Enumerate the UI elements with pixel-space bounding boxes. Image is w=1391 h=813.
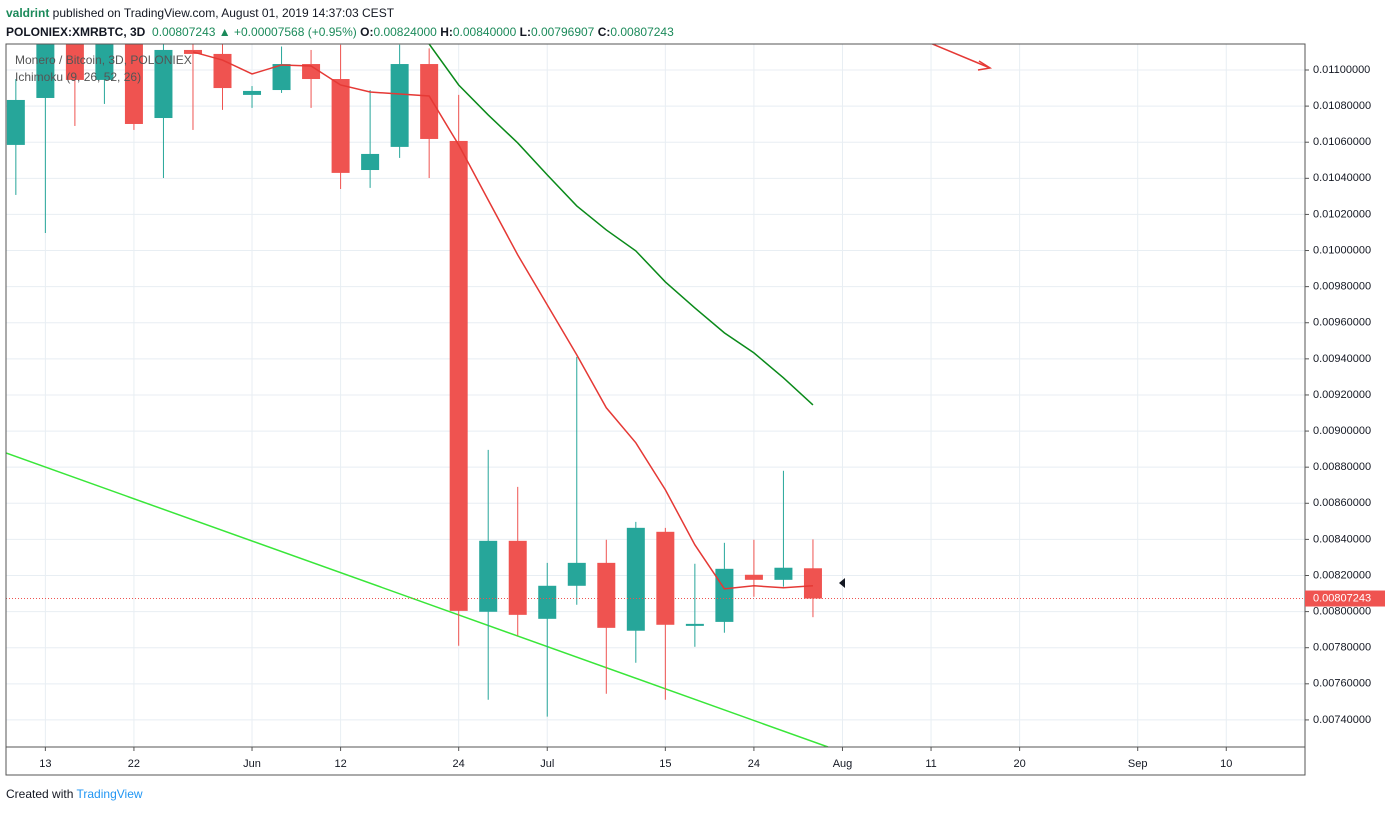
y-tick-label: 0.01040000 [1313,172,1371,184]
candle-body [95,44,114,80]
candle-body [508,540,527,615]
indicator-line [192,51,814,590]
candle-body [803,568,822,599]
footer: Created with TradingView [6,787,143,801]
indicator-label: Ichimoku (9, 26, 52, 26) [15,70,141,84]
y-tick-label: 0.00980000 [1313,281,1371,293]
candle-body [6,99,25,145]
header: valdrint published on TradingView.com, A… [6,4,674,42]
c-label: C: [597,25,611,39]
header-line-1: valdrint published on TradingView.com, A… [6,4,674,23]
candle-body [272,64,291,91]
candle-body [774,567,793,580]
x-tick-label: 24 [453,758,465,770]
grid [6,44,1305,747]
candle-body [538,585,557,619]
y-tick-label: 0.01020000 [1313,208,1371,220]
x-tick-label: Jun [243,758,261,770]
y-tick-label: 0.00900000 [1313,425,1371,437]
trend-line [6,452,829,747]
created: Created with [6,787,74,801]
marker [839,578,845,588]
y-tick-label: 0.01100000 [1313,64,1370,76]
indicator-line [428,44,814,406]
candle-body [361,153,380,171]
y-tick-label: 0.01080000 [1313,100,1371,112]
candle-body [449,140,468,611]
last-price-box [1305,590,1385,607]
y-tick-label: 0.00740000 [1313,714,1371,726]
x-tick-label: 20 [1013,758,1025,770]
change: +0.00007568 (+0.95%) [234,25,357,39]
y-tick-label: 0.01060000 [1313,136,1371,148]
y-tick-label: 0.00920000 [1313,389,1371,401]
candle-body [715,568,734,622]
candle-body [685,623,704,626]
y-tick-label: 0.00840000 [1313,533,1371,545]
candle-body [36,44,55,98]
candle-body [479,540,498,612]
x-tick-label: 15 [659,758,671,770]
y-tick-label: 0.00860000 [1313,497,1371,509]
brand[interactable]: TradingView [76,787,143,801]
last-price-label: 0.00807243 [1313,592,1371,604]
arrow [930,44,993,71]
o: 0.00824000 [373,25,437,39]
candle-body [420,64,439,139]
candle-body [390,64,409,147]
candle-body [243,90,262,95]
x-tick-label: 11 [925,758,936,770]
candle-body [597,562,616,628]
candle-body [124,44,143,124]
y-tick-label: 0.00780000 [1313,642,1371,654]
h-label: H: [440,25,453,39]
x-tick-label: Sep [1128,758,1148,770]
h: 0.00840000 [452,25,517,39]
plot [6,44,1305,717]
x-tick-label: 22 [128,758,140,770]
chart-title: Monero / Bitcoin, 3D, POLONIEX [15,53,192,67]
x-tick-label: Jul [540,758,554,770]
candle-body [567,562,586,586]
candle-body [154,49,173,119]
candle-body [656,531,675,625]
x-tick-label: 10 [1220,758,1232,770]
header-line-2: POLONIEX:XMRBTC, 3D 0.00807243 ▲ +0.0000… [6,25,674,39]
candle-body [331,79,350,173]
x-tick-label: 13 [39,758,51,770]
candle-body [626,527,645,631]
y-tick-label: 0.00800000 [1313,606,1371,618]
published: published on TradingView.com, August 01,… [49,6,395,20]
y-tick-label: 0.00760000 [1313,678,1371,690]
frame [5,43,1306,776]
x-tick-label: 12 [334,758,346,770]
y-tick-label: 0.00940000 [1313,353,1371,365]
price: 0.00807243 [152,25,216,39]
x-tick-label: Aug [833,758,853,770]
candle-body [65,44,84,80]
candle-body [302,64,321,80]
l: 0.00796907 [530,25,595,39]
c: 0.00807243 [610,25,674,39]
y-tick-label: 0.01000000 [1313,244,1371,256]
candle-body [744,574,763,580]
x-tick-label: 24 [748,758,760,770]
y-tick-label: 0.00960000 [1313,317,1371,329]
author[interactable]: valdrint [6,6,50,20]
o-label: O: [360,25,374,39]
l-label: L: [519,25,531,39]
y-tick-label: 0.00820000 [1313,569,1371,581]
symbol: POLONIEX:XMRBTC, 3D [6,25,146,39]
y-tick-label: 0.00880000 [1313,461,1371,473]
